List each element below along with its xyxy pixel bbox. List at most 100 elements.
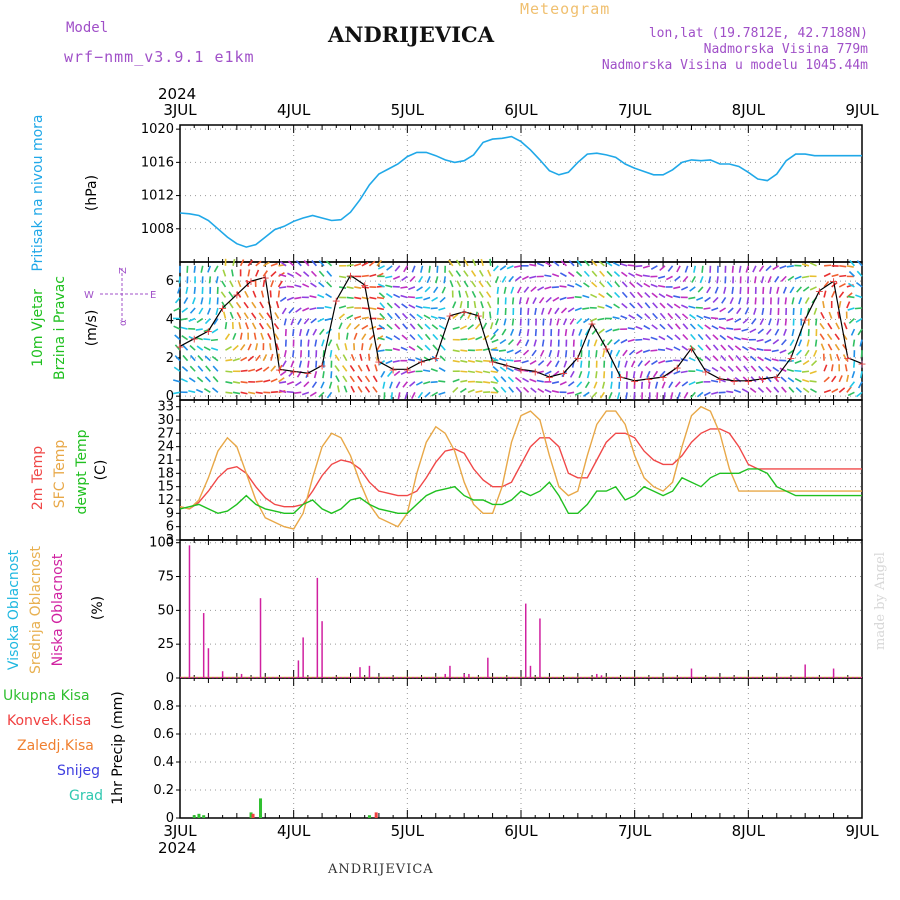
wind-arrow	[514, 275, 522, 282]
total-precip-bar	[367, 815, 371, 818]
wind-speed-point: +	[587, 317, 596, 330]
wind-arrow	[200, 265, 204, 273]
wind-arrow	[475, 380, 483, 384]
wind-arrow	[593, 339, 598, 347]
wind-arrow	[711, 391, 719, 395]
wind-arrow	[711, 325, 719, 330]
wind-arrow	[470, 270, 477, 277]
wind-arrow	[478, 269, 484, 277]
wind-arrow	[795, 386, 802, 393]
y-tick-label: 0.4	[153, 755, 174, 770]
wind-arrow	[537, 360, 545, 366]
wind-arrow	[583, 270, 590, 277]
wind-arrow	[761, 307, 765, 316]
y-tick-label: 24	[157, 440, 174, 455]
y-tick-label: 27	[157, 426, 174, 441]
wind-arrow	[746, 276, 750, 284]
wind-arrow	[708, 276, 712, 284]
wind-arrow	[346, 286, 354, 290]
wind-arrow	[243, 312, 249, 319]
wind-arrow	[569, 370, 575, 378]
wind-arrow	[439, 296, 446, 303]
wind-arrow	[299, 328, 303, 337]
wind-arrow	[198, 307, 204, 315]
wind-arrow	[659, 302, 666, 309]
wind-arrow	[327, 339, 333, 347]
wind-arrow	[266, 312, 272, 319]
wind-arrow	[270, 270, 277, 277]
wind-arrow	[303, 381, 310, 388]
wind-speed-point: +	[218, 302, 227, 315]
wind-arrow	[258, 312, 265, 320]
wind-axis-sublabel: Brzina i Pravac	[52, 276, 68, 380]
wind-arrow	[239, 259, 245, 267]
wind-arrow	[560, 307, 568, 314]
wind-arrow	[182, 354, 189, 362]
wind-arrow	[636, 302, 643, 309]
wind-arrow	[578, 328, 583, 336]
wind-arrow	[232, 357, 240, 362]
wind-arrow	[743, 365, 749, 372]
wind-arrow	[780, 376, 787, 383]
wind-arrow	[806, 339, 810, 347]
wind-arrow	[673, 303, 681, 309]
wind-arrow	[294, 381, 302, 387]
wind-arrow	[689, 344, 696, 351]
wind-arrow	[741, 337, 749, 341]
wind-speed-point: +	[616, 371, 625, 384]
wind-arrow	[482, 370, 491, 374]
wind-arrow	[636, 313, 643, 320]
wind-speed-point: +	[431, 352, 440, 365]
wind-arrow	[537, 286, 545, 291]
wind-arrow	[294, 391, 302, 394]
wind-arrow	[488, 311, 492, 319]
wind-arrow	[652, 312, 658, 320]
wind-arrow	[393, 275, 401, 280]
wind-arrow	[544, 274, 552, 278]
wind-arrow	[452, 378, 460, 383]
wind-arrow	[204, 355, 211, 362]
wind-arrow	[173, 325, 181, 330]
wind-arrow	[788, 386, 795, 393]
mid-cloud-axis-label: Srednja Oblacnost	[28, 546, 44, 674]
wind-arrow	[189, 354, 196, 362]
x-tick-label-bottom: 8JUL	[732, 822, 766, 840]
wind-arrow	[521, 359, 529, 364]
wind-arrow	[757, 328, 764, 335]
wind-arrow	[674, 334, 681, 341]
wind-arrow	[495, 318, 500, 326]
wind-arrow	[494, 276, 500, 284]
wind-arrow	[501, 328, 507, 336]
wind-arrow	[346, 322, 352, 330]
wind-arrow	[628, 349, 636, 356]
wind-arrow	[430, 380, 438, 384]
wind-speed-line	[179, 274, 863, 382]
wind-arrow	[286, 390, 294, 394]
x-tick-label-top: 8JUL	[732, 101, 766, 119]
wind-arrow	[786, 368, 795, 373]
wind-arrow	[719, 366, 727, 372]
wind-arrow	[400, 294, 408, 299]
wind-arrow	[823, 376, 830, 383]
wind-arrow	[278, 377, 285, 383]
wind-arrow	[749, 346, 757, 351]
wind-arrow	[574, 296, 582, 299]
wind-arrow	[211, 355, 219, 362]
wind-arrow	[463, 259, 469, 267]
wind-arrow	[262, 354, 268, 362]
wind-arrow	[460, 370, 468, 373]
wind-arrow	[473, 300, 477, 309]
wind-arrow	[759, 318, 765, 326]
wind-arrow	[350, 385, 356, 393]
wind-arrow	[279, 381, 287, 384]
wind-arrow	[224, 333, 231, 341]
wind-arrow	[309, 295, 317, 299]
wind-arrow	[591, 281, 598, 288]
wind-arrow	[279, 273, 287, 278]
wind-arrow	[787, 275, 795, 281]
wind-arrow	[635, 325, 643, 330]
wind-arrow	[197, 365, 204, 372]
y-tick-label: 0.2	[153, 783, 174, 798]
wind-speed-point: +	[289, 365, 298, 378]
wind-arrow	[582, 307, 590, 310]
